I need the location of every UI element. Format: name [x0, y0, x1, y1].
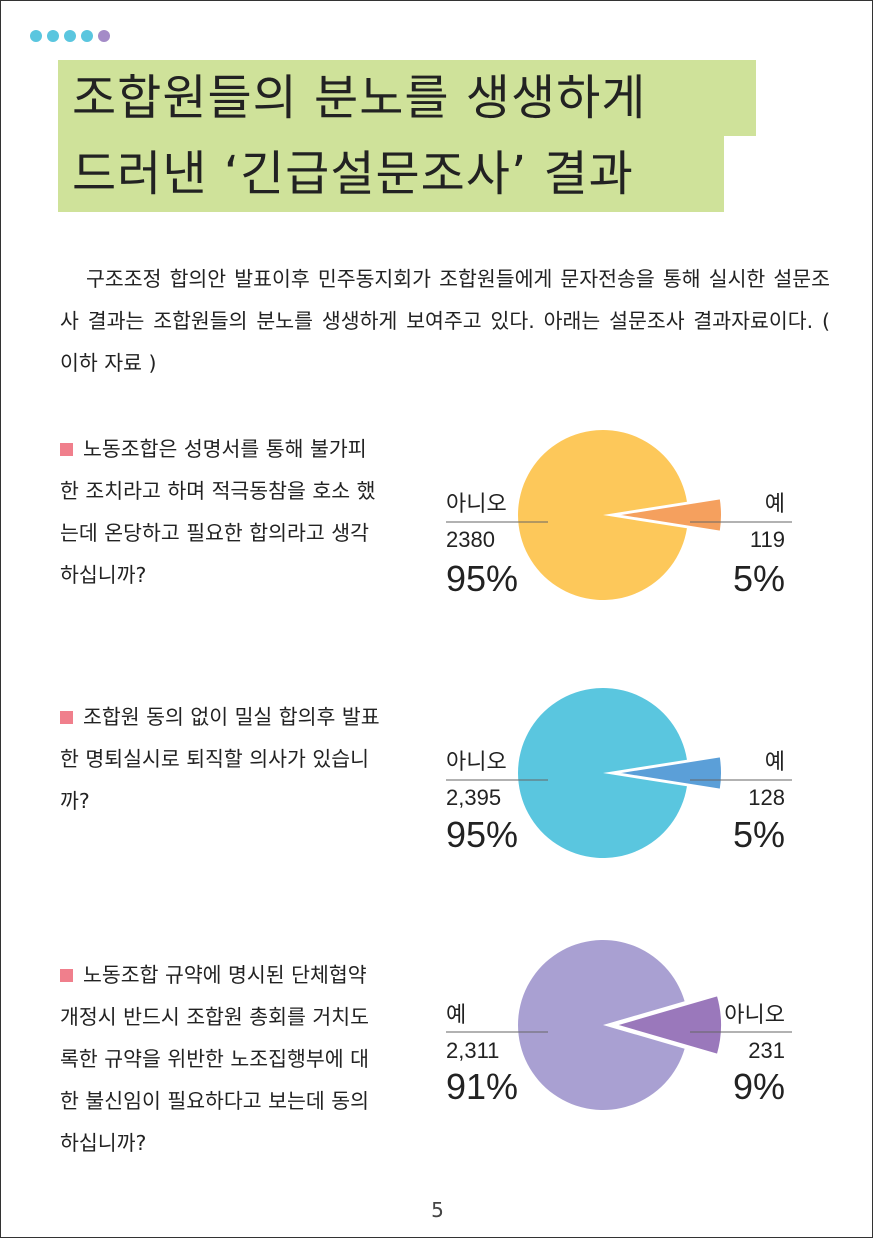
- pie-slice-예: [614, 755, 723, 791]
- chart-1-left-count: 2380: [446, 527, 495, 552]
- bullet-square-icon: [60, 969, 73, 982]
- bullet-square-icon: [60, 711, 73, 724]
- chart-1-right-percent: 5%: [732, 558, 785, 599]
- bullet-square-icon: [60, 443, 73, 456]
- chart-1-right-count: 119: [749, 527, 785, 552]
- page-number: 5: [431, 1198, 444, 1222]
- chart-3-right-label: 아니오: [724, 1003, 785, 1028]
- question-3: 노동조합 규약에 명시된 단체협약 개정시 반드시 조합원 총회를 거치도록한 …: [60, 954, 380, 1164]
- pie-slice-예: [614, 497, 723, 533]
- dot-5: [98, 30, 110, 42]
- chart-2-right-count: 128: [748, 785, 785, 810]
- dot-4: [81, 30, 93, 42]
- chart-1-right-label: 예: [764, 492, 785, 517]
- title-line-2: 드러낸 ‘긴급설문조사’ 결과: [58, 136, 724, 212]
- chart-3-left-percent: 91%: [446, 1066, 519, 1107]
- pie-slice-아니오: [518, 688, 687, 858]
- chart-2-left-label: 아니오: [446, 750, 507, 775]
- chart-1-left-percent: 95%: [446, 558, 519, 599]
- intro-paragraph: 구조조정 합의안 발표이후 민주동지회가 조합원들에게 문자전송을 통해 실시한…: [60, 267, 830, 375]
- chart-3-right-count: 231: [748, 1038, 785, 1063]
- pie-slice-아니오: [611, 993, 723, 1057]
- chart-2-right-label: 예: [764, 750, 785, 775]
- question-1-text: 노동조합은 성명서를 통해 불가피한 조치라고 하며 적극동참을 호소 했는데 …: [60, 437, 376, 587]
- dot-3: [64, 30, 76, 42]
- chart-2-right-percent: 5%: [732, 814, 785, 855]
- question-2-text: 조합원 동의 없이 밀실 합의후 발표한 명퇴실시로 퇴직할 의사가 있습니까?: [60, 705, 380, 813]
- chart-3-left-count: 2,311: [446, 1038, 500, 1063]
- chart-3-left-label: 예: [446, 1003, 467, 1028]
- dot-2: [47, 30, 59, 42]
- question-2: 조합원 동의 없이 밀실 합의후 발표한 명퇴실시로 퇴직할 의사가 있습니까?: [60, 696, 380, 822]
- pie-chart-1: [446, 430, 792, 600]
- pie-chart-3: [446, 940, 792, 1110]
- chart-2-left-percent: 95%: [446, 814, 519, 855]
- title-line-1: 조합원들의 분노를 생생하게: [58, 60, 756, 136]
- question-3-text: 노동조합 규약에 명시된 단체협약 개정시 반드시 조합원 총회를 거치도록한 …: [60, 963, 369, 1155]
- pie-chart-2: [446, 688, 792, 858]
- chart-1-left-label: 아니오: [446, 492, 507, 517]
- chart-3-right-percent: 9%: [732, 1066, 785, 1107]
- page-title: 조합원들의 분노를 생생하게 드러낸 ‘긴급설문조사’ 결과: [58, 60, 756, 212]
- pie-slice-예: [518, 940, 685, 1110]
- decorative-dots: [30, 30, 110, 42]
- pie-slice-아니오: [518, 430, 687, 600]
- dot-1: [30, 30, 42, 42]
- question-1: 노동조합은 성명서를 통해 불가피한 조치라고 하며 적극동참을 호소 했는데 …: [60, 428, 380, 596]
- chart-2-left-count: 2,395: [446, 785, 502, 810]
